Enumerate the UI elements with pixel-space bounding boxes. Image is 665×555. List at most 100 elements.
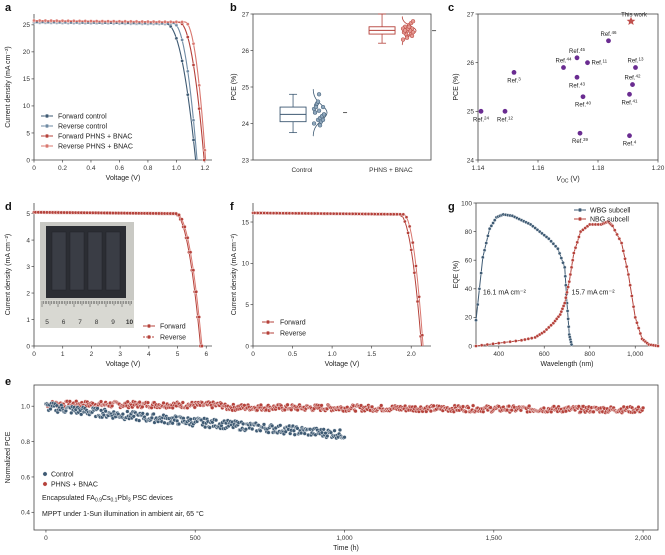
data-point [202,158,206,162]
data-point [350,212,355,216]
data-point [376,212,380,216]
point-label: Ref.39 [572,137,589,145]
data-point [185,22,190,26]
data-point [656,344,660,348]
data-point [404,35,410,40]
data-point [542,329,547,334]
data-point [379,212,383,216]
data-point [580,94,586,100]
data-point [191,118,196,123]
data-point [274,211,279,215]
x-tick-label: 1.0 [328,351,337,358]
data-point [577,235,581,239]
y-tick-label: 100 [461,200,472,207]
data-point [635,320,639,325]
data-point [312,211,317,216]
data-point [565,309,570,313]
y-axis-label: Current density (mA cm⁻²) [231,234,238,316]
note-line: Encapsulated FA0.9Cs0.1PbI3 PSC devices [42,495,173,504]
data-point [322,211,327,216]
legend-marker [44,113,50,119]
panel-b: b 23 24 25 26 27 PCE (%) Control PHNS + BNAC [230,2,437,174]
data-point [627,91,632,97]
data-point [549,323,553,328]
category-label: Control [291,167,313,174]
data-point [402,28,408,33]
legend-entry: Forward [160,323,186,330]
data-point [262,211,266,215]
x-tick-label: 0 [44,535,48,542]
plot-frame [252,13,432,161]
data-point [203,424,208,430]
data-point [477,286,482,291]
data-point [409,248,414,252]
y-tick-label: 23 [242,157,250,164]
data-point [67,399,72,404]
y-tick-label: 80 [465,229,473,236]
plot-frame [475,202,659,347]
data-point [563,274,568,279]
data-point [557,251,562,256]
data-point [170,421,175,426]
data-point [332,428,337,433]
data-point [431,403,436,408]
data-point [420,333,425,337]
y-tick-label: 20 [465,315,473,322]
data-point [309,211,314,216]
data-point [192,405,197,410]
x-tick-label: 1,000 [336,535,353,542]
data-point [180,20,184,24]
x-axis-label: Wavelength (nm) [540,361,593,368]
data-point [551,241,556,246]
data-point [401,212,406,217]
data-point [591,409,596,414]
data-point [638,331,643,336]
data-point [630,294,634,298]
data-point [463,409,468,414]
data-point [478,108,484,114]
data-point [369,212,374,216]
x-tick-label: 1.16 [532,165,545,172]
x-tick-label: 6 [204,351,208,358]
x-tick-label: 0.2 [58,165,67,172]
data-point [574,74,580,80]
y-tick-label: 3 [26,264,30,271]
data-point [488,405,493,410]
y-axis-label: Current density (mA cm⁻²) [5,234,12,316]
y-tick-label: 15 [23,76,31,83]
y-tick-label: 0 [26,343,30,350]
panel-f: f 0 0.5 1.0 1.5 2.0 0 5 10 15 Voltage (V) Current d… [230,201,431,368]
legend-entry: Reverse PHNS + BNAC [58,143,133,150]
data-point [487,226,492,231]
x-tick-label: 3 [118,351,122,358]
data-point [191,63,196,67]
data-point [259,211,263,215]
data-point [407,224,412,229]
legend-marker [577,216,583,222]
y-tick-label: 0 [26,157,30,164]
data-point [43,18,48,23]
data-point [626,272,631,277]
y-axis-label: PCE (%) [453,73,460,100]
data-point [303,211,308,216]
legend-marker [577,207,583,213]
legend-entry: PHNS + BNAC [51,481,98,488]
x-tick-label: 0.8 [143,165,152,172]
y-tick-label: 1 [26,317,30,324]
data-point [312,110,318,115]
data-point [403,219,407,224]
data-point [103,409,108,414]
data-point [526,337,531,341]
data-point [328,211,333,216]
data-point [474,344,478,348]
data-point [341,211,345,216]
annotation: 15.7 mA cm⁻² [572,290,616,297]
data-point [612,228,617,232]
data-point [182,224,187,229]
y-tick-label: 4 [26,237,30,244]
series-line [252,212,423,347]
data-point [151,411,156,417]
y-tick-label: 26 [242,48,250,55]
data-point [162,420,167,425]
x-tick-label: 1.5 [367,351,376,358]
